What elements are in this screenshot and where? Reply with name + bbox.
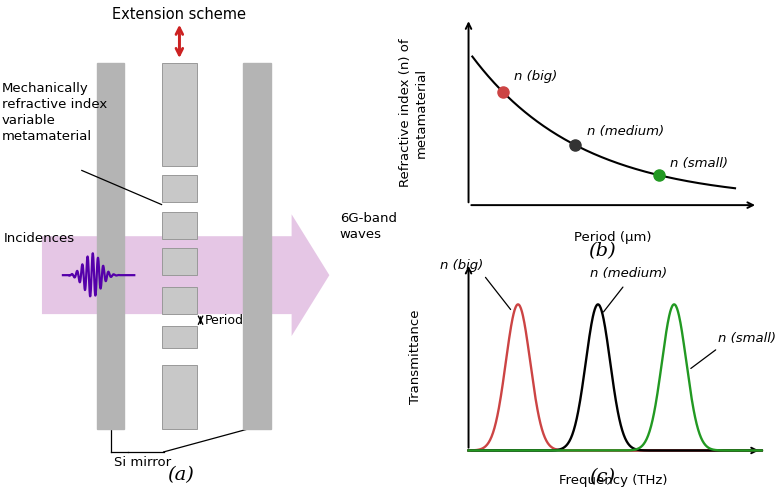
Text: Extension scheme: Extension scheme bbox=[113, 7, 246, 22]
Text: Transmittance: Transmittance bbox=[409, 309, 422, 404]
Bar bbox=[162, 175, 197, 202]
Text: n (big): n (big) bbox=[514, 70, 557, 83]
Bar bbox=[162, 63, 197, 166]
Bar bbox=[96, 63, 124, 429]
Text: Period: Period bbox=[205, 314, 244, 327]
Text: 6G-band
waves: 6G-band waves bbox=[340, 212, 397, 241]
Text: Incidences: Incidences bbox=[3, 232, 75, 245]
Text: n (medium): n (medium) bbox=[587, 125, 664, 138]
Text: n (small): n (small) bbox=[671, 157, 728, 170]
Text: (a): (a) bbox=[167, 467, 193, 485]
Text: Mechanically
refractive index
variable
metamaterial: Mechanically refractive index variable m… bbox=[2, 81, 107, 143]
Bar bbox=[243, 63, 270, 429]
Bar bbox=[162, 287, 197, 314]
Bar bbox=[162, 365, 197, 429]
Text: Refractive index (n) of
metamaterial: Refractive index (n) of metamaterial bbox=[399, 39, 427, 187]
Text: (c): (c) bbox=[589, 468, 615, 486]
Text: n (medium): n (medium) bbox=[591, 267, 667, 280]
Bar bbox=[162, 212, 197, 239]
Polygon shape bbox=[42, 214, 329, 336]
Text: (b): (b) bbox=[588, 243, 615, 261]
Text: n (big): n (big) bbox=[440, 259, 483, 272]
Text: n (small): n (small) bbox=[718, 332, 776, 345]
Text: Frequency (THz): Frequency (THz) bbox=[559, 473, 667, 487]
Text: Period (μm): Period (μm) bbox=[574, 231, 652, 244]
Text: Si mirror: Si mirror bbox=[114, 456, 171, 469]
Bar bbox=[162, 248, 197, 275]
Bar bbox=[162, 326, 197, 348]
